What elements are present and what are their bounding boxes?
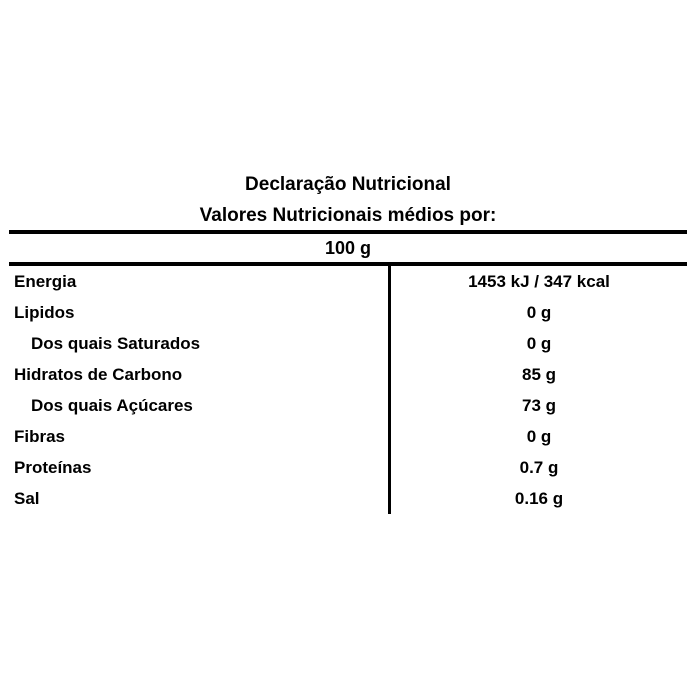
table-row: Fibras 0 g — [9, 421, 687, 452]
page-title: Declaração Nutricional — [245, 174, 451, 195]
table-row: Energia 1453 kJ / 347 kcal — [9, 266, 687, 297]
table-row: Lipidos 0 g — [9, 297, 687, 328]
row-value: 0.7 g — [519, 457, 559, 477]
row-label: Proteínas — [9, 452, 391, 483]
row-label: Hidratos de Carbono — [9, 359, 391, 390]
table-row: Dos quais Açúcares 73 g — [9, 390, 687, 421]
row-label: Dos quais Açúcares — [9, 390, 391, 421]
table-row: Proteínas 0.7 g — [9, 452, 687, 483]
row-value: 0.16 g — [514, 488, 564, 508]
row-value: 1453 kJ / 347 kcal — [468, 271, 610, 291]
table-row: Sal 0.16 g — [9, 483, 687, 514]
serving-rule-bottom — [9, 262, 687, 266]
table-row: Hidratos de Carbono 85 g — [9, 359, 687, 390]
row-label: Dos quais Saturados — [9, 328, 391, 359]
page-subtitle: Valores Nutricionais médios por: — [199, 205, 497, 226]
row-value: 0 g — [526, 302, 552, 322]
nutrition-label: Declaração Nutricional Valores Nutricion… — [9, 174, 687, 514]
serving-rule-top — [9, 230, 687, 234]
serving-size: 100 g — [324, 238, 372, 258]
row-label: Fibras — [9, 421, 391, 452]
row-label: Energia — [9, 266, 391, 297]
row-value: 0 g — [526, 426, 552, 446]
row-value: 0 g — [526, 333, 552, 353]
table-row: Dos quais Saturados 0 g — [9, 328, 687, 359]
nutrition-rows: Energia 1453 kJ / 347 kcal Lipidos 0 g D… — [9, 266, 687, 514]
row-value: 85 g — [521, 364, 557, 384]
row-label: Lipidos — [9, 297, 391, 328]
row-value: 73 g — [521, 395, 557, 415]
row-label: Sal — [9, 483, 391, 514]
